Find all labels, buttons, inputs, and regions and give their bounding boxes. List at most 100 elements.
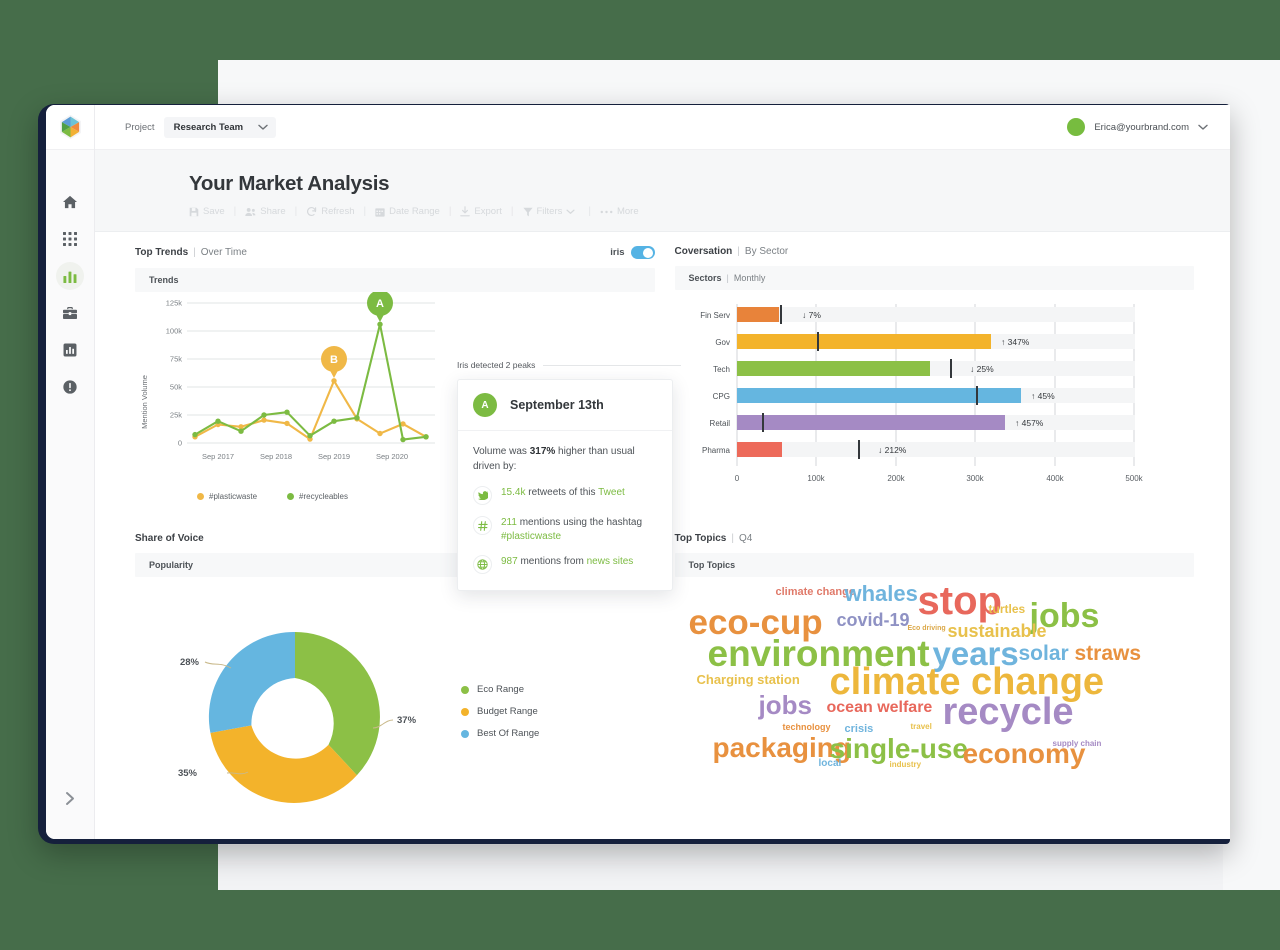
- toolbar-divider: |: [448, 206, 452, 217]
- word-cloud-term[interactable]: Charging station: [696, 672, 800, 687]
- legend-item[interactable]: Best Of Range: [461, 728, 539, 739]
- chevron-down-icon: [566, 209, 579, 215]
- driver-link[interactable]: Tweet: [598, 487, 625, 498]
- peak-driver-row[interactable]: 15.4k retweets of this Tweet: [473, 486, 657, 505]
- delta-label: ↓ 7%: [802, 310, 821, 320]
- peak-card-header: A September 13th: [458, 380, 672, 431]
- chart-panel-icon: [63, 343, 77, 357]
- word-cloud-term[interactable]: years: [932, 635, 1019, 672]
- iris-toggle[interactable]: iris: [610, 246, 655, 259]
- word-cloud-term[interactable]: recycle: [942, 691, 1074, 733]
- word-cloud-term[interactable]: climate change: [775, 586, 855, 598]
- sidebar-expand-button[interactable]: [46, 791, 94, 811]
- driver-link[interactable]: news sites: [586, 556, 634, 568]
- word-cloud-term[interactable]: environment: [707, 633, 930, 674]
- delta-label: ↑ 45%: [1031, 391, 1055, 401]
- word-cloud-term[interactable]: travel: [910, 722, 932, 731]
- sidebar-item-home[interactable]: [46, 183, 94, 220]
- word-cloud-term[interactable]: climate change: [829, 661, 1105, 703]
- ellipsis-icon: [600, 209, 617, 215]
- page-toolbar: Save | Share | Refresh |: [189, 206, 1230, 217]
- peak-driver-row[interactable]: 211 mentions using the hashtag #plasticw…: [473, 516, 657, 544]
- word-cloud-term[interactable]: crisis: [844, 723, 874, 735]
- word-cloud-term[interactable]: straws: [1074, 642, 1142, 665]
- word-cloud-term[interactable]: whales: [844, 581, 918, 606]
- svg-text:300k: 300k: [966, 474, 984, 483]
- save-button[interactable]: Save: [189, 206, 225, 217]
- legend-label: Budget Range: [477, 706, 538, 717]
- toggle-switch[interactable]: [630, 246, 655, 259]
- sidebar-item-analytics[interactable]: [46, 257, 94, 294]
- word-cloud-term[interactable]: local: [818, 758, 842, 769]
- share-of-voice-donut[interactable]: 37% 35% 28%: [135, 612, 435, 822]
- peak-date: September 13th: [510, 398, 604, 412]
- date-range-button[interactable]: Date Range: [375, 206, 440, 217]
- globe-icon: [473, 555, 492, 575]
- widget-header: Top Topics | Q4: [675, 533, 1195, 544]
- refresh-button[interactable]: Refresh: [306, 206, 355, 217]
- project-select[interactable]: Research Team: [163, 116, 276, 138]
- word-cloud[interactable]: eco-cup climate change whales covid-19 stop t…: [675, 577, 1195, 775]
- sidebar-item-alerts[interactable]: [46, 368, 94, 405]
- sidebar-item-reports[interactable]: [46, 331, 94, 368]
- sidebar-item-apps[interactable]: [46, 220, 94, 257]
- widget-tab-bar[interactable]: Top Topics: [674, 553, 1194, 577]
- widget-tab-bar[interactable]: Trends: [135, 268, 655, 292]
- word-cloud-term[interactable]: stop: [917, 579, 1002, 623]
- share-button[interactable]: Share: [245, 206, 286, 217]
- sidebar-item-projects[interactable]: [46, 294, 94, 331]
- word-cloud-term[interactable]: turtles: [988, 602, 1026, 616]
- word-cloud-term[interactable]: solar: [1018, 642, 1069, 665]
- widget-title: Top Topics: [674, 533, 727, 544]
- word-cloud-term[interactable]: jobs: [758, 690, 812, 720]
- svg-text:Pharma: Pharma: [701, 446, 730, 455]
- svg-text:Mention Volume: Mention Volume: [140, 375, 149, 429]
- sector-bar-chart[interactable]: Fin Serv Gov Tech CPG Retail Pharma: [675, 290, 1195, 533]
- widget-title: Share of Voice: [135, 533, 204, 544]
- driver-link[interactable]: #plasticwaste: [501, 531, 562, 543]
- word-cloud-term[interactable]: Eco driving: [907, 625, 946, 632]
- word-cloud-term[interactable]: covid-19: [836, 610, 910, 630]
- word-cloud-term[interactable]: supply chain: [1052, 739, 1102, 748]
- word-cloud-term[interactable]: packaging: [712, 732, 851, 763]
- svg-text:Fin Serv: Fin Serv: [700, 311, 730, 320]
- title-separator: |: [737, 246, 740, 257]
- donut-legend: Eco Range Budget Range Best Of Range: [461, 684, 539, 750]
- divider: [543, 364, 681, 366]
- widget-share-of-voice: Share of Voice Popularity: [135, 533, 655, 839]
- user-menu[interactable]: Erica@yourbrand.com: [1067, 118, 1208, 136]
- legend-item[interactable]: #recycleables: [287, 492, 348, 501]
- peak-marker-b: B: [321, 346, 347, 378]
- word-cloud-term[interactable]: eco-cup: [688, 603, 823, 642]
- title-separator: |: [193, 247, 196, 258]
- line-chart-svg: Mention Volume 125k 100k 75k 50k 25k 0: [140, 292, 435, 461]
- word-cloud-term[interactable]: sustainable: [947, 621, 1047, 641]
- word-cloud-term[interactable]: economy: [962, 738, 1086, 769]
- project-select-value: Research Team: [173, 121, 244, 133]
- legend-item[interactable]: #plasticwaste: [197, 492, 257, 501]
- svg-text:0: 0: [734, 474, 739, 483]
- iris-peak-card[interactable]: A September 13th Volume was 317% higher …: [457, 379, 673, 592]
- legend-item[interactable]: Budget Range: [461, 706, 539, 717]
- export-button[interactable]: Export: [460, 206, 502, 217]
- donut-slice-bestof: [208, 631, 295, 733]
- iris-label: iris: [610, 247, 625, 258]
- legend-item[interactable]: Eco Range: [461, 684, 539, 695]
- donut-value-label: 28%: [180, 657, 200, 668]
- date-range-label: Date Range: [389, 206, 440, 217]
- app-logo[interactable]: [46, 105, 94, 150]
- filters-button[interactable]: Filters: [522, 206, 580, 217]
- svg-text:500k: 500k: [1125, 474, 1143, 483]
- more-button[interactable]: More: [600, 206, 639, 217]
- word-cloud-term[interactable]: ocean welfare: [826, 699, 933, 716]
- widget-tab-bar[interactable]: Sectors | Monthly: [674, 266, 1194, 290]
- legend-label: Best Of Range: [477, 728, 540, 739]
- dashboard-grid: Top Trends | Over Time iris Trends: [95, 232, 1230, 839]
- peak-driver-row[interactable]: 987 mentions from news sites: [473, 555, 657, 575]
- top-bar: Project Research Team Erica@yourbrand.co…: [95, 105, 1230, 150]
- word-cloud-term[interactable]: single-use: [829, 733, 968, 764]
- trends-line-chart[interactable]: Mention Volume 125k 100k 75k 50k 25k 0: [135, 292, 681, 592]
- word-cloud-term[interactable]: jobs: [1029, 597, 1100, 635]
- word-cloud-term[interactable]: industry: [889, 760, 922, 769]
- word-cloud-term[interactable]: technology: [782, 722, 831, 732]
